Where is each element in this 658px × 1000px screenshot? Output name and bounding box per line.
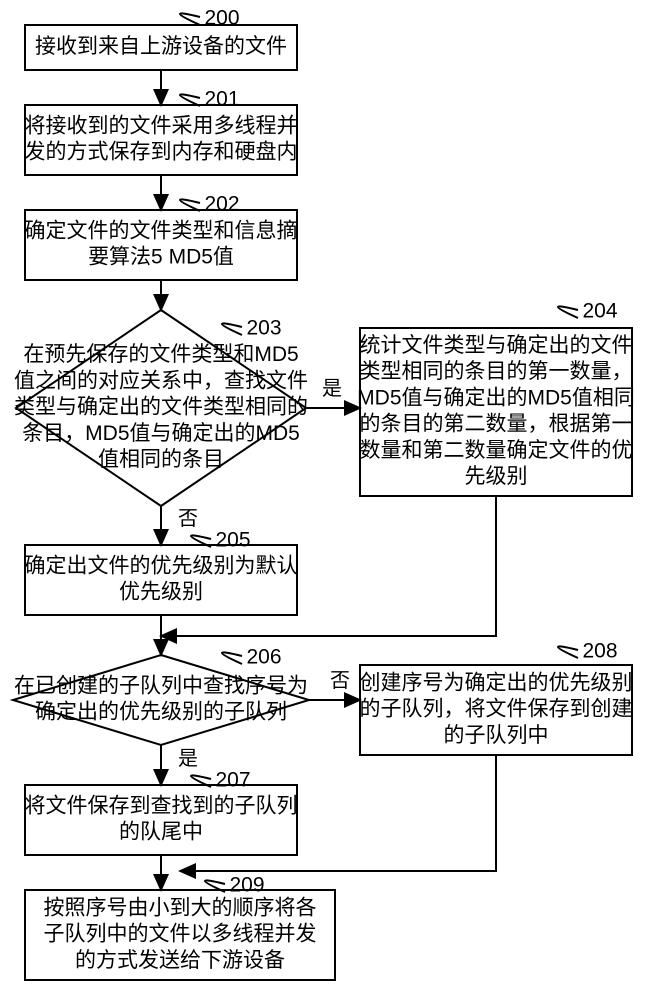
node-n209-line-0: 按照序号由小到大的顺序将各 [44, 896, 317, 919]
ref-label-l206: 206 [222, 646, 282, 669]
node-n201-line-1: 发的方式保存到内存和硬盘内 [25, 141, 298, 164]
ref-l204: 204 [582, 300, 617, 323]
ref-label-l208: 208 [558, 640, 618, 663]
node-n201-line-0: 将接收到的文件采用多线程并 [25, 114, 298, 137]
ref-l205: 205 [215, 529, 250, 552]
node-n202-line-0: 确定文件的文件类型和信息摘 [25, 219, 298, 242]
node-n203-line-2: 类型与确定出的文件类型相同的 [14, 396, 308, 419]
node-n204-line-2: MD5值与确定出的MD5值相同 [357, 386, 635, 409]
edge-4: 否 [161, 506, 198, 545]
ref-l202: 202 [204, 193, 239, 216]
edge-label-3: 是 [322, 378, 342, 400]
node-n208: 创建序号为确定出的优先级别的子队列，将文件保存到创建的子队列中 [360, 665, 633, 755]
ref-l203: 203 [246, 317, 281, 340]
flowchart-svg: 接收到来自上游设备的文件将接收到的文件采用多线程并发的方式保存到内存和硬盘内确定… [0, 0, 658, 1000]
edge-7: 否 [309, 670, 360, 700]
node-n203-line-3: 条目，MD5值与确定出的MD5 [22, 422, 300, 445]
ref-label-l203: 203 [222, 317, 282, 340]
ref-label-l204: 204 [558, 300, 618, 323]
edge-label-7: 否 [330, 670, 350, 692]
node-n200: 接收到来自上游设备的文件 [25, 25, 297, 70]
node-n203-line-1: 值之间的对应关系中，查找文件 [14, 369, 308, 392]
node-n204-line-4: 数量和第二数量确定文件的优 [360, 439, 633, 462]
edge-8: 是 [161, 745, 198, 785]
node-n205: 确定出文件的优先级别为默认优先级别 [25, 545, 298, 615]
ref-l208: 208 [582, 640, 617, 663]
node-n203-line-4: 值相同的条目 [98, 448, 224, 471]
node-n209-line-1: 子队列中的文件以多线程并发 [44, 923, 317, 946]
node-n203-line-0: 在预先保存的文件类型和MD5 [23, 343, 298, 366]
node-n202-line-1: 要算法5 MD5值 [88, 246, 234, 269]
node-n204-line-5: 先级别 [465, 465, 528, 488]
node-n202: 确定文件的文件类型和信息摘要算法5 MD5值 [25, 210, 298, 280]
node-n204-line-0: 统计文件类型与确定出的文件 [360, 334, 633, 357]
ref-l200: 200 [204, 7, 239, 30]
edge-label-4: 否 [178, 508, 198, 530]
edge-3: 是 [306, 378, 360, 408]
edge-label-8: 是 [178, 748, 198, 770]
ref-l206: 206 [246, 646, 281, 669]
node-n207-line-1: 的队尾中 [119, 821, 203, 844]
node-n206-line-0: 在已创建的子队列中查找序号为 [14, 674, 308, 697]
node-n200-line-0: 接收到来自上游设备的文件 [35, 35, 287, 58]
ref-l209: 209 [229, 874, 264, 897]
node-n204: 统计文件类型与确定出的文件类型相同的条目的第一数量， MD5值与确定出的MD5值相… [357, 328, 635, 496]
node-n208-line-1: 的子队列，将文件保存到创建 [360, 698, 633, 721]
node-n205-line-1: 优先级别 [119, 581, 203, 604]
ref-l207: 207 [215, 769, 250, 792]
node-n204-line-1: 类型相同的条目的第一数量， [360, 360, 633, 383]
node-n207-line-0: 将文件保存到查找到的子队列 [25, 794, 298, 817]
node-n209-line-2: 的方式发送给下游设备 [75, 949, 285, 972]
ref-l201: 201 [204, 88, 239, 111]
node-n201: 将接收到的文件采用多线程并发的方式保存到内存和硬盘内 [25, 105, 298, 175]
node-n208-line-0: 创建序号为确定出的优先级别 [360, 671, 633, 694]
node-n208-line-2: 的子队列中 [444, 724, 549, 747]
node-n204-line-3: 的条目的第二数量，根据第一 [360, 413, 633, 436]
node-n206-line-1: 确定出的优先级别的子队列 [35, 701, 287, 724]
node-n205-line-0: 确定出文件的优先级别为默认 [25, 554, 298, 577]
node-n209: 按照序号由小到大的顺序将各子队列中的文件以多线程并发的方式发送给下游设备 [25, 890, 335, 980]
node-n207: 将文件保存到查找到的子队列的队尾中 [25, 785, 298, 855]
